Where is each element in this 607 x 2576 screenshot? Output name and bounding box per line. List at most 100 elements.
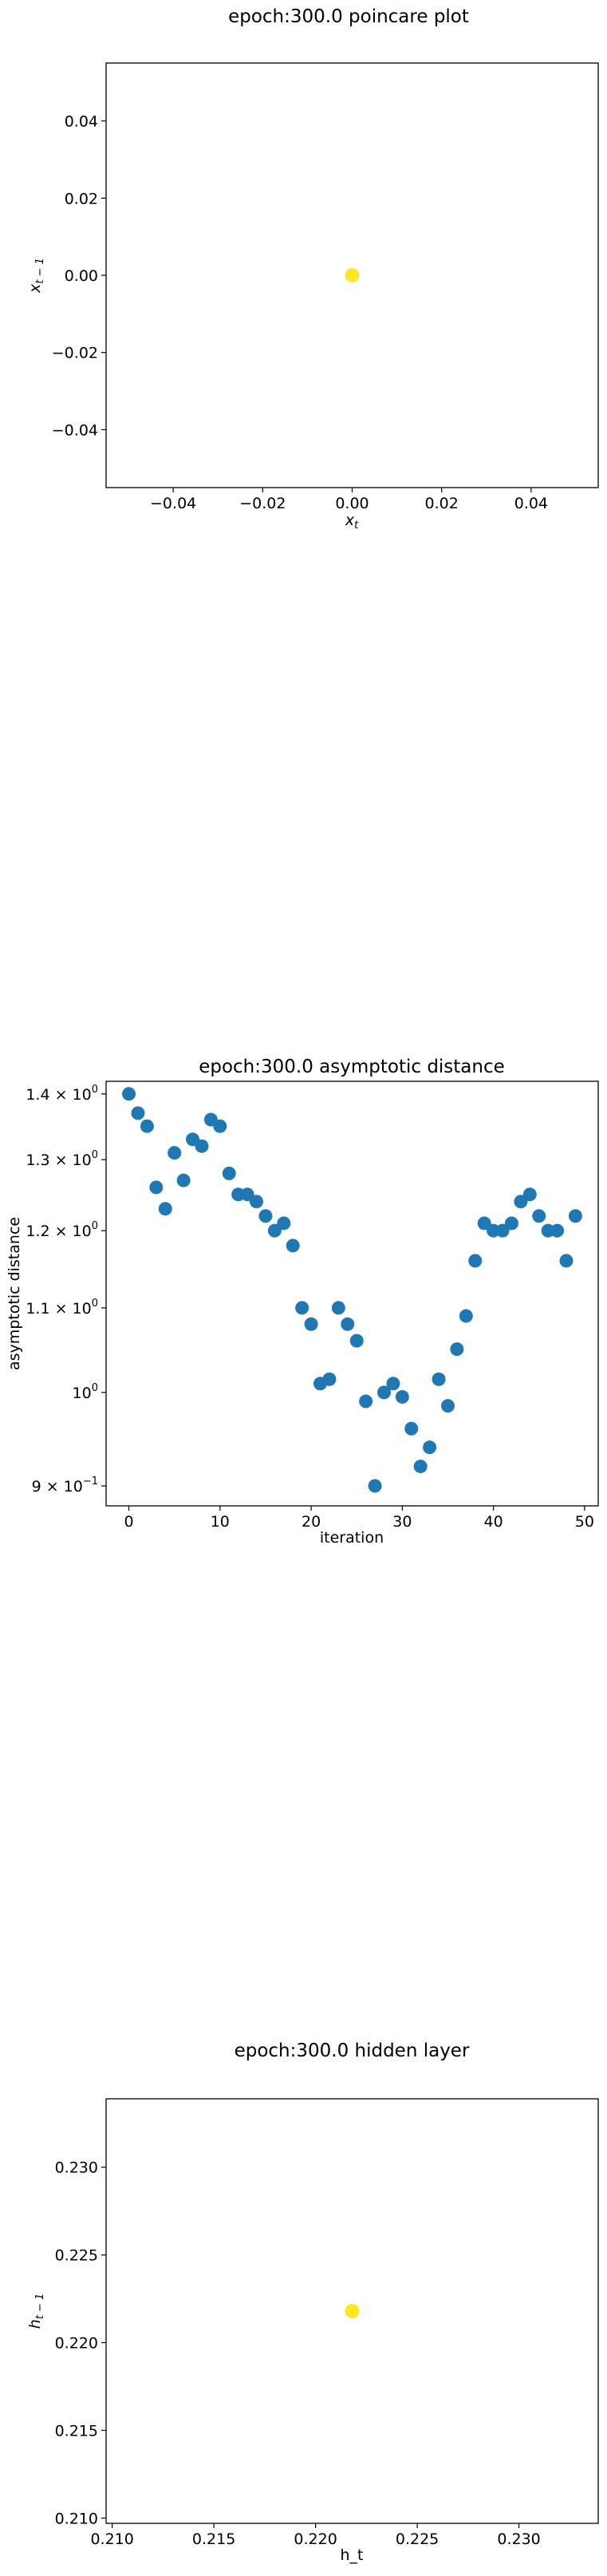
data-point <box>267 1223 282 1238</box>
x-tick-label: 0.230 <box>497 2531 540 2548</box>
data-point <box>386 1377 400 1391</box>
data-point <box>440 1399 455 1413</box>
data-point <box>345 2304 360 2318</box>
asymptotic-distance-x-ticks: 0 10 20 30 40 50 <box>124 1506 594 1531</box>
y-tick-label: 0.220 <box>55 2335 98 2353</box>
data-point <box>240 1187 254 1202</box>
hidden-layer-y-ticks: 0.210 0.215 0.220 0.225 0.230 <box>55 2159 106 2527</box>
data-point <box>432 1372 446 1386</box>
hidden-layer-x-label: h_t <box>341 2546 364 2564</box>
x-tick-label: 30 <box>392 1513 412 1531</box>
data-point <box>258 1209 273 1223</box>
data-point <box>131 1106 145 1120</box>
data-point <box>341 1317 355 1331</box>
data-point <box>345 268 360 282</box>
data-point <box>514 1195 528 1209</box>
x-tick-label: 0.225 <box>396 2531 439 2548</box>
hidden-layer-points <box>345 2304 360 2318</box>
y-tick-label: 0.00 <box>65 267 98 285</box>
data-point <box>568 1209 582 1223</box>
data-point <box>468 1254 483 1268</box>
data-point <box>368 1479 382 1493</box>
data-point <box>522 1187 537 1202</box>
data-point <box>304 1317 318 1331</box>
hidden-layer-frame <box>105 2098 599 2524</box>
data-point <box>286 1239 300 1253</box>
data-point <box>140 1119 154 1133</box>
x-tick-label: 40 <box>484 1513 503 1531</box>
hidden-layer-y-label: ht − 1 <box>26 2294 46 2329</box>
data-point <box>477 1216 491 1231</box>
data-point <box>395 1389 409 1404</box>
x-tick-label: 0.00 <box>335 495 369 512</box>
hidden-layer-title: epoch:300.0 hidden layer <box>235 2041 470 2061</box>
data-point <box>349 1333 364 1348</box>
y-tick-label: 1.3 × 100 <box>26 1149 98 1169</box>
data-point <box>195 1139 209 1153</box>
x-tick-label: 50 <box>575 1513 594 1531</box>
x-tick-label: 0.215 <box>192 2531 235 2548</box>
data-point <box>404 1421 419 1436</box>
x-tick-label: 0 <box>124 1513 134 1531</box>
asymptotic-distance-points <box>122 1087 582 1493</box>
data-point <box>413 1460 428 1474</box>
poincare-plot-y-label: xt − 1 <box>26 258 46 294</box>
y-tick-label: 100 <box>73 1382 98 1402</box>
data-point <box>550 1223 565 1238</box>
x-tick-label: −0.02 <box>239 495 286 512</box>
x-tick-label: 0.220 <box>294 2531 337 2548</box>
poincare-plot-x-label: xt <box>345 512 359 531</box>
data-point <box>504 1216 518 1231</box>
y-tick-label: −0.04 <box>52 421 98 439</box>
x-tick-label: 10 <box>211 1513 230 1531</box>
x-tick-label: −0.04 <box>150 495 196 512</box>
asymptotic-distance-title: epoch:300.0 asymptotic distance <box>199 1057 505 1077</box>
data-point <box>295 1301 309 1315</box>
hidden-layer-chart: epoch:300.0 hidden layer 0.210 0.215 0.220… <box>26 2041 599 2564</box>
asymptotic-distance-frame <box>105 1081 599 1507</box>
y-tick-label: −0.02 <box>52 345 98 362</box>
poincare-plot-title: epoch:300.0 poincare plot <box>228 6 469 27</box>
data-point <box>459 1309 473 1323</box>
data-point <box>559 1254 573 1268</box>
data-point <box>423 1440 437 1455</box>
data-point <box>250 1195 264 1209</box>
data-point <box>149 1180 164 1195</box>
y-tick-label: 1.2 × 100 <box>26 1220 98 1240</box>
asymptotic-distance-x-label: iteration <box>320 1529 384 1547</box>
hidden-layer-x-ticks: 0.210 0.215 0.220 0.225 0.230 <box>90 2523 541 2548</box>
data-point <box>176 1173 191 1187</box>
data-point <box>122 1087 136 1101</box>
y-tick-label: 0.230 <box>55 2159 98 2177</box>
y-tick-label: 0.04 <box>65 113 98 131</box>
y-tick-label: 0.02 <box>65 190 98 207</box>
asymptotic-distance-y-ticks: 9 × 10−1 100 1.1 × 100 1.2 × 100 1.3 × 100 1.… <box>26 1084 106 1495</box>
data-point <box>222 1166 236 1180</box>
data-point <box>168 1146 182 1160</box>
poincare-plot-x-ticks: −0.04 −0.02 0.00 0.02 0.04 <box>150 488 548 512</box>
data-point <box>359 1394 373 1409</box>
x-tick-label: 0.02 <box>425 495 459 512</box>
y-tick-label: 0.215 <box>55 2422 98 2440</box>
data-point <box>277 1216 291 1231</box>
data-point <box>213 1119 227 1133</box>
asymptotic-distance-chart: epoch:300.0 asymptotic distance 0 10 20 30 4… <box>6 1057 599 1547</box>
y-tick-label: 1.4 × 100 <box>26 1084 98 1104</box>
y-tick-label: 1.1 × 100 <box>26 1298 98 1318</box>
data-point <box>450 1342 464 1357</box>
y-tick-label: 9 × 10−1 <box>32 1476 98 1495</box>
data-point <box>331 1301 345 1315</box>
y-tick-label: 0.225 <box>55 2247 98 2265</box>
data-point <box>532 1209 546 1223</box>
data-point <box>495 1223 510 1238</box>
poincare-plot-chart: epoch:300.0 poincare plot −0.04 −0.02 0.00… <box>26 6 599 531</box>
x-tick-label: 0.04 <box>514 495 548 512</box>
data-point <box>158 1202 172 1216</box>
data-point <box>322 1372 337 1386</box>
x-tick-label: 20 <box>302 1513 321 1531</box>
asymptotic-distance-y-label: asymptotic distance <box>6 1217 23 1370</box>
x-tick-label: 0.210 <box>90 2531 133 2548</box>
poincare-plot-y-ticks: −0.04 −0.02 0.00 0.02 0.04 <box>52 113 106 439</box>
data-point <box>376 1385 391 1400</box>
